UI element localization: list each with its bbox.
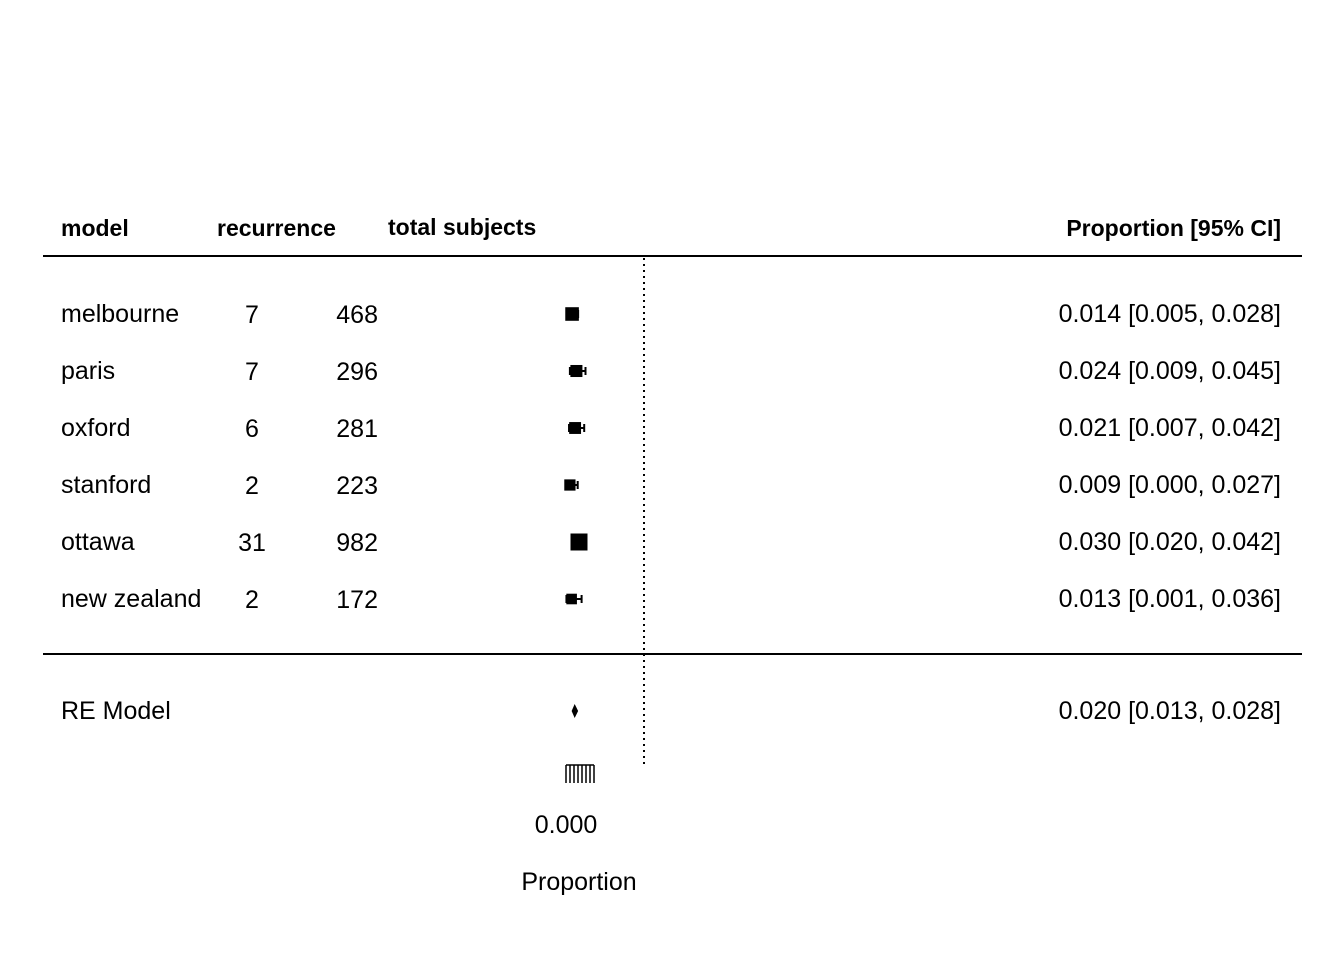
study-point-estimate (566, 593, 577, 605)
header-estimate: Proportion [95% CI] (1066, 215, 1281, 241)
study-estimate-label: 0.014 [0.005, 0.028] (1059, 300, 1281, 328)
study-total: 982 (336, 529, 378, 557)
study-point-estimate (565, 307, 579, 321)
study-total: 468 (336, 301, 378, 329)
study-total: 281 (336, 415, 378, 443)
study-recurrence: 2 (245, 472, 259, 500)
study-total: 223 (336, 472, 378, 500)
summary-name: RE Model (61, 697, 171, 725)
x-axis-label: Proportion (521, 868, 636, 896)
study-recurrence: 7 (245, 301, 259, 329)
study-estimate-label: 0.021 [0.007, 0.042] (1059, 414, 1281, 442)
study-name: melbourne (61, 300, 179, 328)
study-estimate-label: 0.009 [0.000, 0.027] (1059, 471, 1281, 499)
study-name: oxford (61, 414, 130, 442)
summary-estimate-label: 0.020 [0.013, 0.028] (1059, 697, 1281, 725)
header-model: model (61, 215, 129, 241)
study-recurrence: 7 (245, 358, 259, 386)
x-axis-tick-label: 0.000 (535, 811, 598, 839)
summary-diamond (571, 704, 579, 718)
study-recurrence: 2 (245, 586, 259, 614)
header-total-subjects: total subjects (388, 214, 536, 240)
study-point-estimate (564, 479, 576, 491)
study-estimate-label: 0.024 [0.009, 0.045] (1059, 357, 1281, 385)
study-point-estimate (570, 533, 588, 551)
study-recurrence: 6 (245, 415, 259, 443)
study-recurrence: 31 (238, 529, 266, 557)
study-total: 172 (336, 586, 378, 614)
study-name: ottawa (61, 528, 135, 556)
study-estimate-label: 0.030 [0.020, 0.042] (1059, 528, 1281, 556)
study-estimate-label: 0.013 [0.001, 0.036] (1059, 585, 1281, 613)
study-name: stanford (61, 471, 151, 499)
study-point-estimate (569, 422, 582, 434)
study-name: new zealand (61, 585, 201, 613)
study-point-estimate (570, 364, 583, 378)
study-name: paris (61, 357, 115, 385)
study-total: 296 (336, 358, 378, 386)
header-recurrence: recurrence (217, 215, 336, 241)
